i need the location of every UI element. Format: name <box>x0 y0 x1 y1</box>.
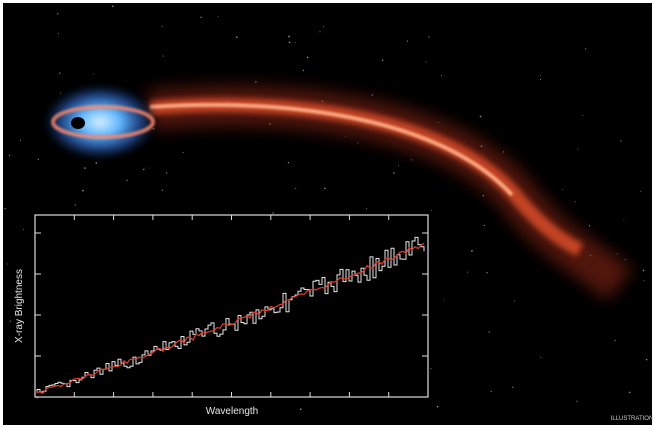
star <box>82 189 84 192</box>
star <box>577 148 579 150</box>
tidal-stream <box>148 85 633 301</box>
star <box>640 190 642 192</box>
star <box>471 250 473 252</box>
star <box>4 208 6 210</box>
star <box>8 154 11 157</box>
star <box>642 269 645 272</box>
star <box>582 115 584 116</box>
star <box>512 386 514 389</box>
star <box>430 209 432 211</box>
star <box>344 136 346 138</box>
star <box>19 139 22 141</box>
star <box>620 140 622 142</box>
star <box>436 405 439 408</box>
star <box>235 36 238 39</box>
star <box>488 331 490 333</box>
star <box>323 26 325 28</box>
star <box>444 300 446 302</box>
star <box>357 142 359 144</box>
star <box>288 35 290 38</box>
star <box>161 189 164 191</box>
star <box>406 40 409 42</box>
star <box>381 59 384 61</box>
star <box>479 115 482 118</box>
star <box>323 187 326 190</box>
star <box>6 263 8 265</box>
star <box>616 253 618 255</box>
star <box>182 151 184 153</box>
star <box>483 224 486 227</box>
star <box>299 408 302 411</box>
star <box>95 162 98 164</box>
spectrum-model <box>36 242 425 394</box>
star <box>514 300 516 302</box>
star <box>161 25 163 27</box>
star <box>643 279 645 281</box>
star <box>588 225 591 227</box>
star <box>23 228 25 230</box>
star <box>585 48 587 50</box>
star <box>74 204 76 206</box>
star <box>295 42 296 44</box>
star <box>143 168 145 171</box>
star <box>482 195 484 197</box>
star <box>561 188 563 190</box>
star <box>540 356 542 358</box>
star <box>217 16 219 17</box>
credit: ILLUSTRATION <box>611 416 654 422</box>
star <box>200 16 202 19</box>
star <box>576 400 578 402</box>
star <box>628 391 631 394</box>
star <box>57 33 59 35</box>
star <box>466 271 468 273</box>
star <box>162 55 164 57</box>
star <box>57 13 59 15</box>
star <box>574 201 576 203</box>
star <box>486 271 488 274</box>
star <box>371 94 373 96</box>
star <box>540 75 542 76</box>
star <box>428 36 430 38</box>
star <box>393 172 395 174</box>
x-axis-label: Wavelength <box>206 406 258 417</box>
star <box>306 56 309 59</box>
star <box>9 320 12 322</box>
star <box>227 412 230 415</box>
star <box>425 61 427 63</box>
star <box>319 31 321 33</box>
star <box>126 179 128 181</box>
star <box>624 259 626 261</box>
star <box>645 358 648 361</box>
star <box>490 390 492 393</box>
star <box>365 208 367 210</box>
star <box>148 167 150 169</box>
star <box>111 5 114 8</box>
star <box>539 78 542 81</box>
y-axis-label: X-ray Brightness <box>14 269 25 343</box>
star <box>272 212 274 214</box>
star <box>255 81 257 83</box>
star <box>288 41 291 44</box>
star <box>37 158 40 160</box>
star <box>441 74 443 76</box>
black-hole <box>40 82 160 162</box>
star <box>411 159 413 161</box>
star <box>84 167 86 169</box>
star <box>623 219 625 221</box>
star <box>502 151 505 153</box>
star <box>302 69 305 72</box>
star <box>614 339 616 342</box>
star <box>430 367 432 370</box>
star <box>398 165 400 167</box>
star <box>59 72 61 74</box>
star <box>287 161 290 164</box>
star <box>295 188 297 190</box>
star <box>92 73 94 75</box>
star <box>166 172 168 174</box>
spectrum-inset <box>34 214 429 398</box>
